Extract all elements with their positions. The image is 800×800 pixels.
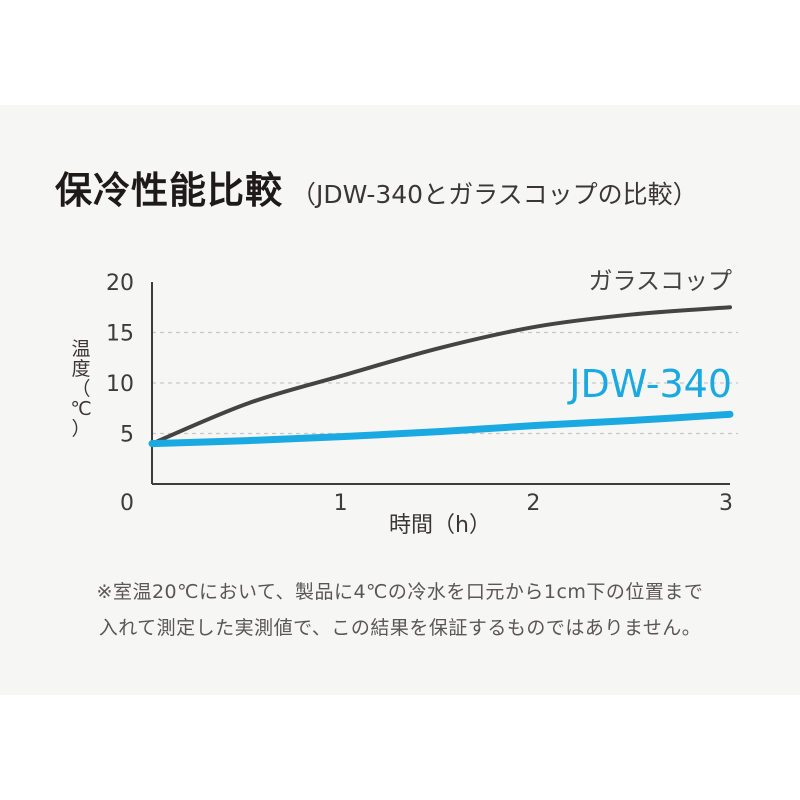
page-title: 保冷性能比較 — [55, 169, 283, 212]
y-tick-labels: 5 10 15 20 — [106, 271, 134, 448]
y-axis-label: 温度（℃） — [70, 338, 91, 440]
x-axis-label: 時間（h） — [389, 513, 491, 538]
y-label-char: （ — [71, 378, 90, 400]
chart-grid — [152, 331, 738, 435]
y-label-char: ） — [71, 418, 90, 440]
series-label-glass: ガラスコップ — [588, 267, 732, 295]
y-label-char: 度 — [71, 358, 90, 380]
series-label-jdw: JDW-340 — [567, 362, 732, 406]
content-panel — [0, 105, 800, 695]
y-label-char: ℃ — [70, 398, 91, 420]
y-label-char: 温 — [71, 338, 90, 360]
series-line-glass — [150, 305, 732, 446]
x-tick-label: 2 — [526, 491, 540, 516]
y-tick-label: 20 — [106, 271, 134, 296]
series-line-jdw — [148, 410, 734, 448]
x-tick-labels: 0 1 2 3 — [120, 491, 733, 516]
y-tick-label: 15 — [106, 322, 134, 347]
title-row: 保冷性能比較 （JDW-340とガラスコップの比較） — [55, 160, 698, 214]
footnote-line-1: ※室温20℃において、製品に4℃の冷水を口元から1cm下の位置まで — [96, 581, 704, 603]
x-tick-label: 1 — [334, 491, 348, 516]
x-tick-label: 3 — [719, 491, 733, 516]
y-tick-label: 5 — [120, 423, 134, 448]
chart-series — [148, 305, 734, 448]
page-subtitle: （JDW-340とガラスコップの比較） — [291, 180, 698, 209]
footnote-line-2: 入れて測定した実測値で、この結果を保証するものではありません。 — [98, 617, 702, 639]
x-tick-label: 0 — [120, 491, 134, 516]
y-tick-label: 10 — [106, 372, 134, 397]
